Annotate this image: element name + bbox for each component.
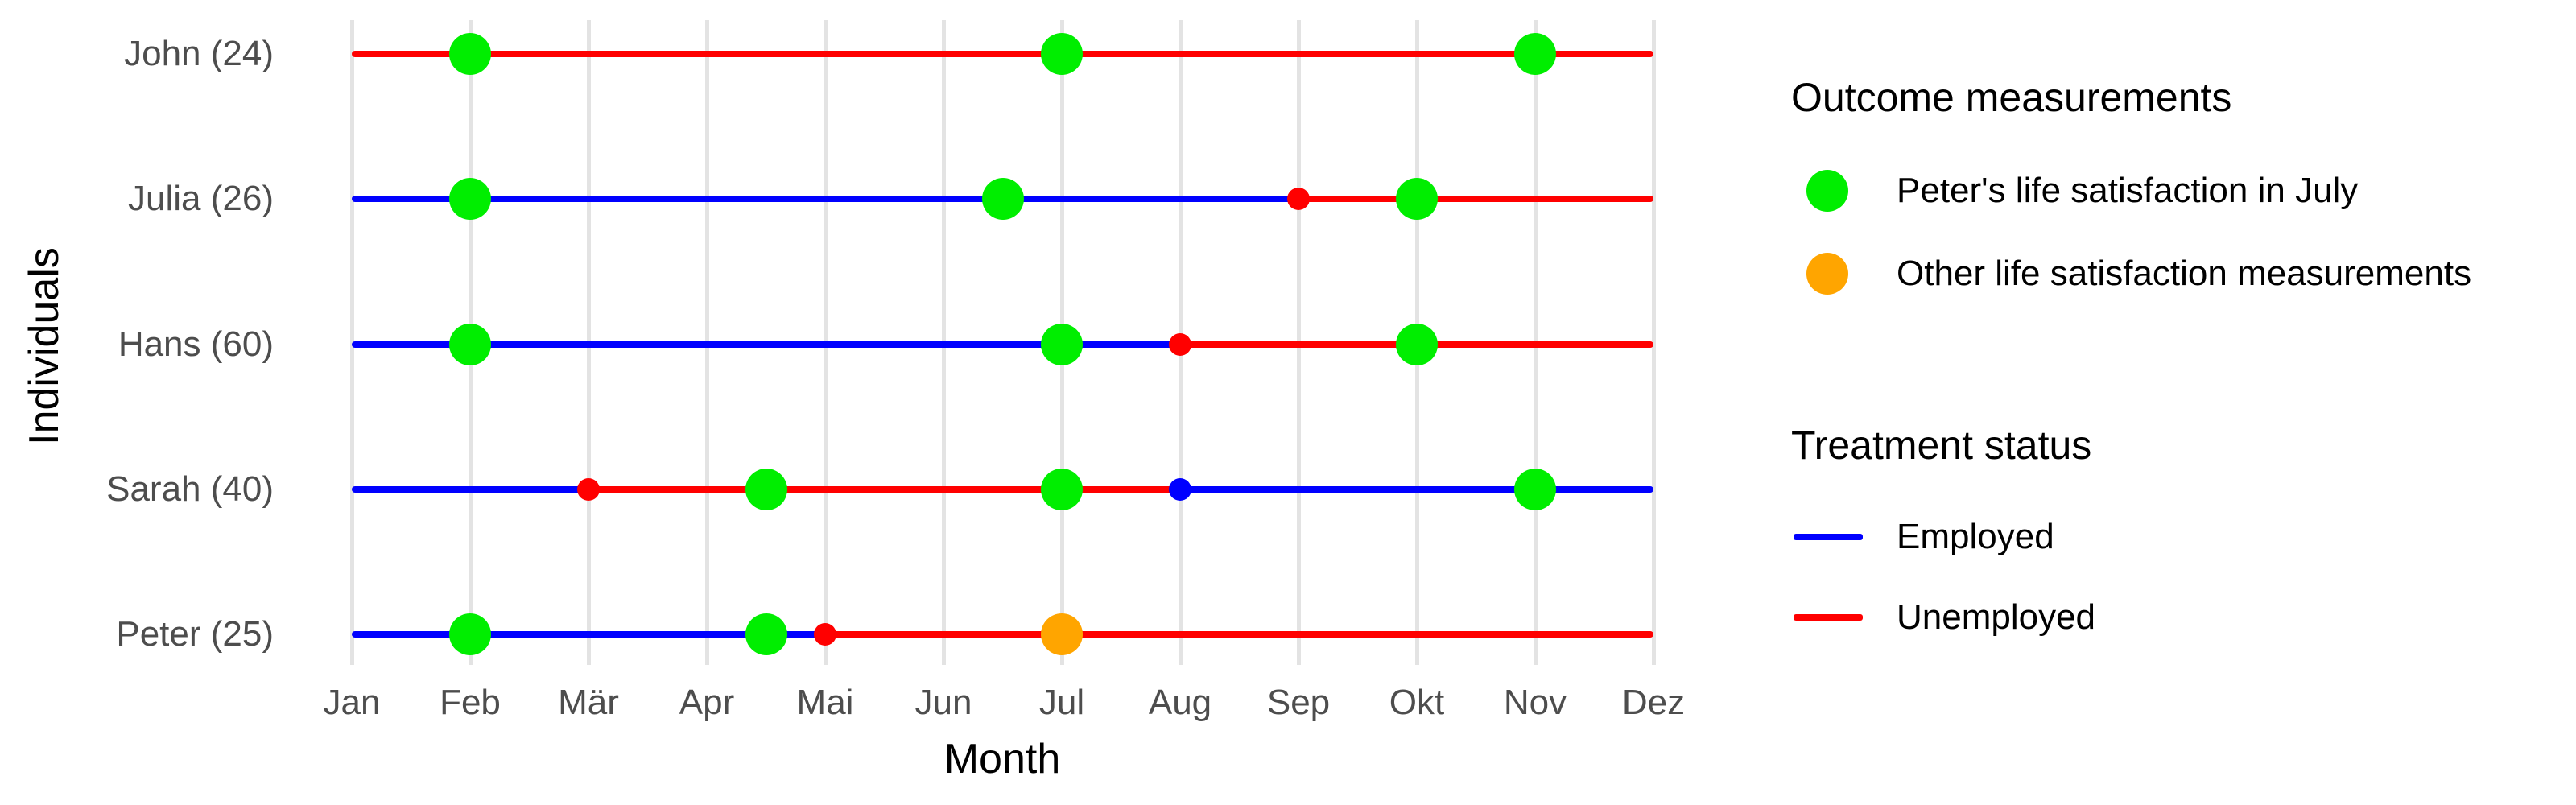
employment-segment-unemployed	[588, 486, 1180, 493]
x-tick-Dez: Dez	[1621, 683, 1686, 722]
x-tick-Sep: Sep	[1266, 683, 1331, 722]
outcome-dot-peter_july	[981, 178, 1024, 220]
legend-key-dot	[1806, 253, 1848, 295]
y-axis-title: Individuals	[21, 247, 68, 445]
legend-treatment-title: Treatment status	[1791, 423, 2092, 468]
y-tick-hans: Hans (60)	[118, 324, 274, 364]
outcome-dot-peter_july	[1396, 324, 1438, 365]
status-change-dot-unemployed	[1169, 333, 1191, 356]
employment-segment-unemployed	[352, 51, 1653, 57]
y-tick-peter: Peter (25)	[116, 614, 274, 654]
employment-segment-employed	[352, 196, 1298, 202]
x-axis-title: Month	[943, 736, 1061, 782]
x-tick-Mär: Mär	[558, 683, 619, 722]
x-tick-Apr: Apr	[679, 683, 735, 722]
x-tick-Nov: Nov	[1503, 683, 1567, 722]
legend-key-dot	[1806, 170, 1848, 212]
gridline-Dez	[1651, 20, 1656, 665]
legend-item-label: Employed	[1897, 517, 2054, 556]
outcome-dot-peter_july	[745, 469, 787, 510]
legend-item-label: Peter's life satisfaction in July	[1897, 171, 2359, 210]
legend-item-label: Unemployed	[1897, 597, 2096, 637]
x-tick-Aug: Aug	[1148, 683, 1212, 722]
status-change-dot-employed	[1169, 478, 1191, 501]
outcome-dot-peter_july	[449, 178, 491, 220]
outcome-dot-peter_july	[449, 33, 491, 75]
x-tick-Jan: Jan	[323, 683, 381, 722]
outcome-dot-peter_july	[1396, 178, 1438, 220]
outcome-dot-other	[1041, 613, 1083, 655]
employment-segment-employed	[352, 486, 588, 493]
y-tick-sarah: Sarah (40)	[106, 469, 274, 509]
outcome-dot-peter_july	[1514, 469, 1556, 510]
outcome-dot-peter_july	[1041, 33, 1083, 75]
outcome-dot-peter_july	[449, 324, 491, 365]
outcome-dot-peter_july	[449, 613, 491, 655]
status-change-dot-unemployed	[577, 478, 600, 501]
employment-segment-employed	[352, 631, 825, 638]
legend-key-line	[1794, 614, 1863, 621]
outcome-dot-peter_july	[1041, 324, 1083, 365]
x-tick-Jun: Jun	[914, 683, 972, 722]
employment-segment-unemployed	[825, 631, 1653, 638]
legend-key-line	[1794, 534, 1863, 540]
x-tick-Mai: Mai	[796, 683, 854, 722]
employment-segment-employed	[1180, 486, 1653, 493]
outcome-dot-peter_july	[1514, 33, 1556, 75]
employment-segment-employed	[352, 341, 1180, 348]
outcome-dot-peter_july	[1041, 469, 1083, 510]
x-tick-Feb: Feb	[440, 683, 501, 722]
employment-segment-unemployed	[1298, 196, 1653, 202]
status-change-dot-unemployed	[1287, 188, 1310, 210]
status-change-dot-unemployed	[814, 623, 836, 646]
legend-outcome-title: Outcome measurements	[1791, 75, 2232, 120]
y-tick-julia: Julia (26)	[128, 179, 274, 218]
x-tick-Okt: Okt	[1389, 683, 1445, 722]
legend-item-label: Other life satisfaction measurements	[1897, 254, 2472, 293]
outcome-dot-peter_july	[745, 613, 787, 655]
x-tick-Jul: Jul	[1038, 683, 1085, 722]
y-tick-john: John (24)	[124, 34, 274, 73]
